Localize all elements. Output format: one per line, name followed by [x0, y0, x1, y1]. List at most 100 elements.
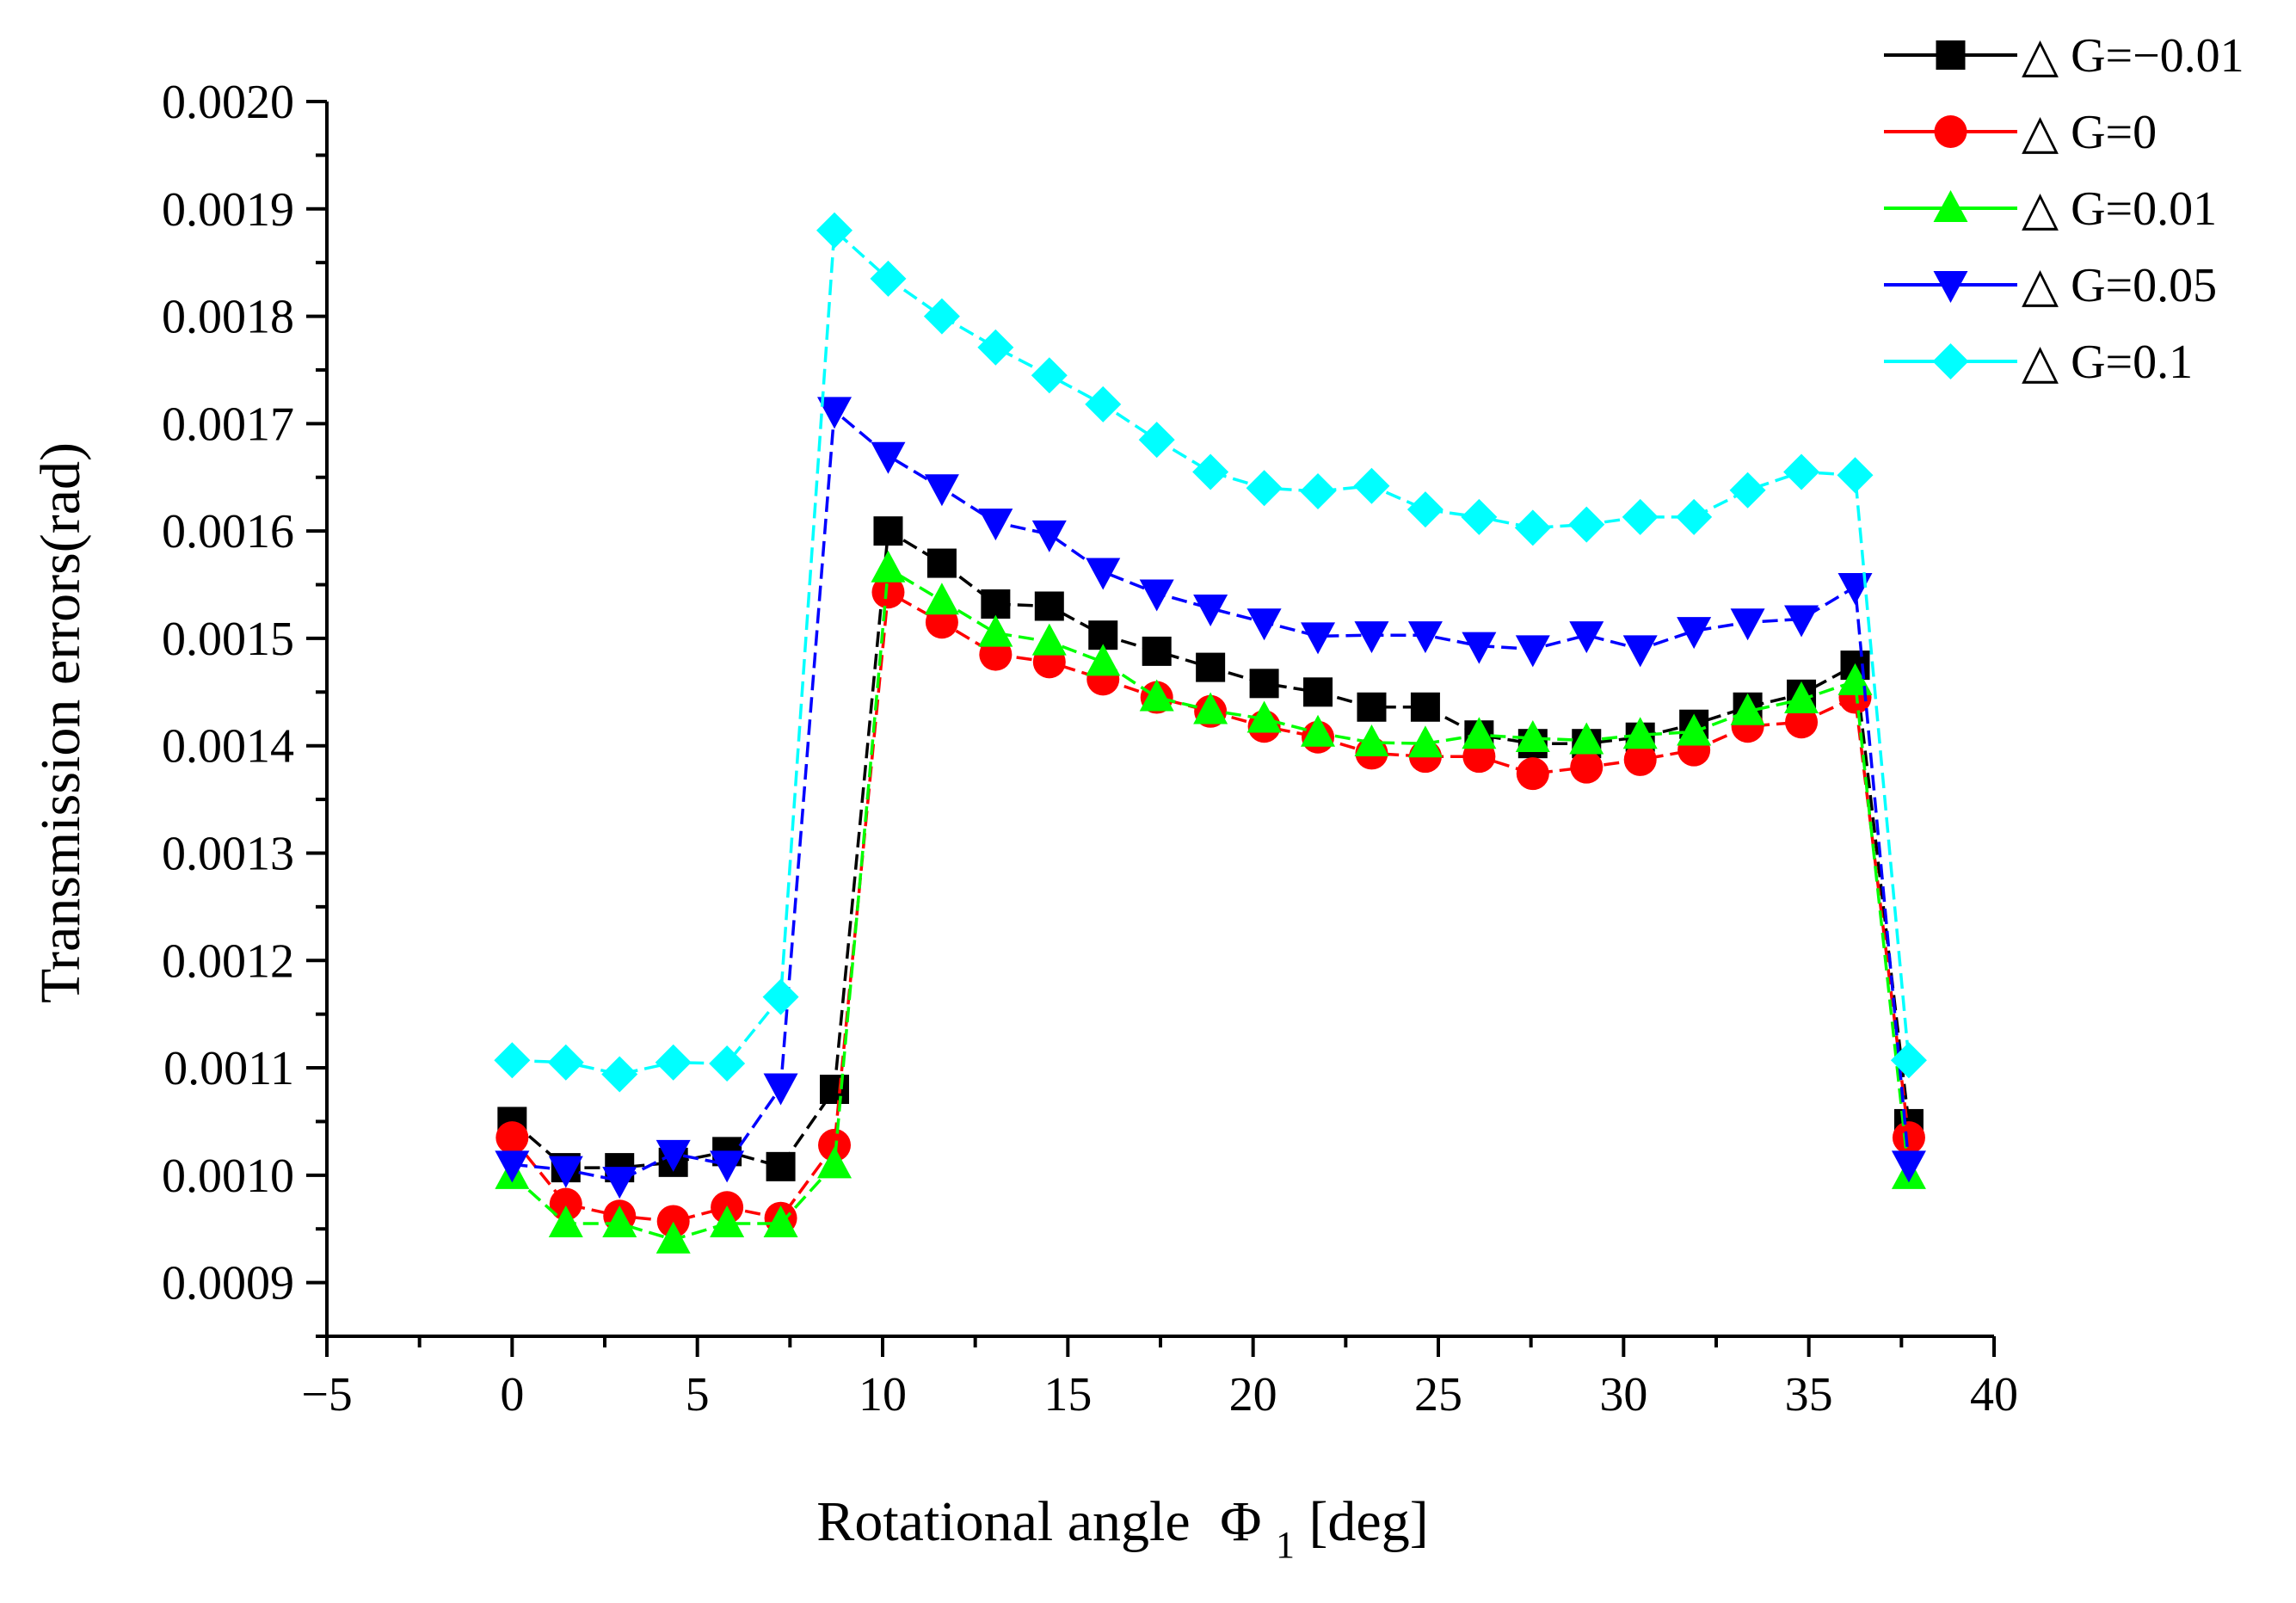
data-point	[1623, 743, 1657, 776]
y-tick-label: 0.0019	[162, 183, 294, 237]
data-point	[871, 576, 905, 609]
data-point	[978, 509, 1013, 541]
x-tick-label: 40	[1970, 1368, 2018, 1421]
data-point	[1303, 677, 1333, 707]
data-point	[1353, 467, 1390, 504]
series-line	[510, 589, 1911, 1224]
data-point	[924, 583, 959, 615]
legend-item: △ G=0.05	[1884, 259, 2217, 312]
data-point	[1142, 636, 1172, 666]
data-point	[1891, 1150, 1926, 1183]
legend-marker	[1933, 271, 1968, 303]
data-point	[1354, 724, 1389, 756]
y-tick-label: 0.0009	[162, 1257, 294, 1310]
data-point	[1462, 632, 1497, 664]
x-tick-label: 20	[1229, 1368, 1277, 1421]
data-point	[871, 550, 906, 583]
data-point	[1300, 472, 1337, 509]
data-point	[1461, 498, 1498, 535]
data-point	[981, 589, 1011, 619]
data-point	[496, 1121, 529, 1155]
x-tick-label: 5	[686, 1368, 710, 1421]
legend-item: △ G=0.01	[1884, 182, 2217, 236]
data-point	[1677, 617, 1712, 650]
data-point	[548, 1205, 583, 1237]
x-tick-label: 15	[1043, 1368, 1092, 1421]
data-point	[871, 441, 906, 474]
data-point	[601, 1056, 638, 1093]
data-point	[1301, 714, 1336, 747]
data-point	[1784, 681, 1819, 714]
legend-label: △ G=0	[2022, 106, 2157, 159]
data-point	[1086, 644, 1121, 676]
data-point	[1031, 520, 1067, 552]
data-point	[1085, 385, 1122, 422]
data-point	[1249, 669, 1279, 699]
x-tick-label: −5	[301, 1368, 353, 1421]
data-point	[1516, 757, 1549, 791]
data-point	[1514, 509, 1551, 546]
data-point	[1785, 706, 1819, 739]
data-point	[1515, 635, 1550, 668]
data-point	[1462, 717, 1497, 749]
data-point	[870, 260, 907, 297]
data-point	[1407, 621, 1443, 654]
legend-label: △ G=0.05	[2022, 259, 2217, 312]
data-point	[1031, 623, 1067, 656]
y-tick-label: 0.0017	[162, 398, 294, 451]
data-point	[1246, 608, 1282, 641]
data-point	[820, 1075, 850, 1104]
data-point	[1622, 498, 1659, 535]
data-point	[1139, 579, 1174, 612]
data-point	[710, 1150, 745, 1183]
data-point	[1730, 608, 1765, 641]
data-point	[1193, 692, 1228, 724]
data-point	[548, 1156, 583, 1188]
x-axis-title: Rotational angle Φ 1 [deg]	[816, 1490, 1428, 1570]
data-point	[816, 212, 853, 249]
data-point	[924, 474, 959, 507]
x-tick-label: 10	[859, 1368, 907, 1421]
data-point	[818, 1128, 852, 1162]
data-point	[1031, 357, 1068, 394]
data-point	[1246, 700, 1282, 733]
y-tick-label: 0.0010	[162, 1150, 294, 1203]
data-point	[978, 614, 1013, 647]
y-tick-label: 0.0016	[162, 505, 294, 558]
data-point	[1569, 621, 1604, 654]
axes: −5 0 5 10 15 20 25 30 35 40 0.0009 0.0010 0.0011 0.00…	[162, 76, 2018, 1421]
data-point	[1193, 594, 1228, 626]
data-point	[495, 1150, 530, 1183]
data-point	[1034, 591, 1064, 621]
data-point	[1892, 1121, 1925, 1155]
data-point	[1890, 1042, 1927, 1079]
data-point	[1246, 470, 1283, 507]
y-tick-label: 0.0015	[162, 613, 294, 666]
data-point	[1676, 498, 1713, 535]
data-point	[926, 548, 957, 578]
y-tick-label: 0.0012	[162, 934, 294, 988]
data-point	[766, 1151, 796, 1181]
data-point	[1410, 692, 1440, 722]
data-point	[1357, 692, 1387, 722]
data-point	[1515, 719, 1550, 752]
data-point	[1783, 453, 1820, 490]
data-point	[817, 1146, 853, 1179]
series-3	[495, 550, 1926, 1254]
y-axis-title: Transmission errors(rad)	[29, 442, 92, 1003]
data-point	[1837, 457, 1874, 494]
data-point	[763, 1073, 798, 1106]
x-axis-unit: [deg]	[1308, 1490, 1428, 1553]
data-point	[656, 1139, 691, 1172]
x-axis-symbol: Φ	[1220, 1490, 1261, 1553]
data-point	[1729, 472, 1766, 509]
series-4	[495, 397, 1926, 1199]
legend-marker	[1936, 40, 1966, 70]
legend-label: △ G=0.1	[2022, 336, 2193, 389]
data-point	[1192, 453, 1229, 490]
data-point	[547, 1044, 584, 1081]
data-point	[1784, 605, 1819, 638]
data-point	[655, 1044, 692, 1081]
x-axis-label: Rotational angle	[816, 1490, 1190, 1553]
